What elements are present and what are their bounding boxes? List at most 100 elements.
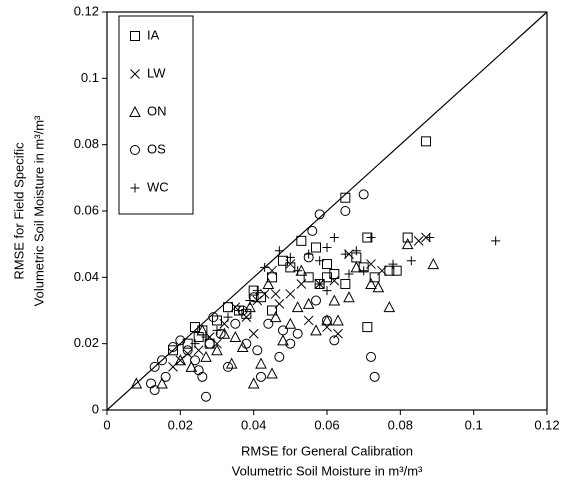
point <box>421 136 431 147</box>
point <box>303 272 314 283</box>
point <box>307 225 318 236</box>
point <box>285 252 295 262</box>
point <box>149 385 160 396</box>
point <box>244 301 256 313</box>
point <box>359 266 369 276</box>
point <box>391 265 402 276</box>
point <box>292 328 303 339</box>
point <box>377 265 387 276</box>
point <box>285 289 296 299</box>
point <box>315 256 325 266</box>
point <box>146 378 156 389</box>
point <box>256 371 266 382</box>
point <box>401 238 414 250</box>
y-tick-label: 0.08 <box>74 136 99 151</box>
x-tick-label: 0.08 <box>388 417 413 432</box>
x-tick-label: 0.06 <box>314 417 339 432</box>
point <box>296 279 307 289</box>
point <box>315 279 325 289</box>
legend-label: IA <box>147 27 160 42</box>
point <box>201 391 211 402</box>
point <box>329 275 340 286</box>
point <box>223 361 233 372</box>
legend-marker <box>130 31 140 41</box>
y-tick-label: 0.04 <box>74 269 99 284</box>
point <box>219 318 230 329</box>
point <box>248 292 259 303</box>
point <box>278 325 288 336</box>
point <box>322 286 332 296</box>
point <box>328 294 341 306</box>
point <box>304 249 314 259</box>
point <box>200 350 212 362</box>
point <box>255 357 267 369</box>
point <box>296 235 307 246</box>
x-tick-label: 0.12 <box>534 417 559 432</box>
point <box>193 345 204 356</box>
one-to-one-line <box>106 11 548 411</box>
point <box>291 301 304 313</box>
point <box>358 189 369 200</box>
point <box>333 328 343 339</box>
point <box>262 277 275 289</box>
point <box>190 339 200 349</box>
point <box>241 312 252 322</box>
point <box>196 324 209 336</box>
point <box>266 367 278 379</box>
x-tick-label: 0.04 <box>241 417 266 432</box>
point <box>190 322 200 333</box>
point <box>332 314 344 326</box>
y-tick-label: 0.06 <box>74 202 99 217</box>
y-tick-label: 0.02 <box>74 335 99 350</box>
point <box>168 341 178 352</box>
point <box>285 262 296 273</box>
point <box>340 278 351 289</box>
point <box>366 259 376 269</box>
x-tick-label: 0.1 <box>465 417 483 432</box>
point <box>384 265 395 276</box>
point <box>270 289 281 299</box>
point <box>260 262 270 272</box>
point <box>208 312 219 323</box>
point <box>201 332 211 342</box>
point <box>252 286 262 296</box>
point <box>285 259 296 269</box>
point <box>383 301 396 313</box>
point <box>427 257 440 270</box>
point <box>174 354 187 366</box>
point <box>343 291 355 303</box>
point <box>372 281 385 293</box>
point <box>329 233 339 243</box>
point <box>413 235 424 246</box>
point <box>149 361 160 372</box>
point <box>269 311 282 323</box>
point <box>245 296 255 306</box>
point <box>234 306 244 315</box>
point <box>263 318 274 329</box>
point <box>247 377 260 389</box>
point <box>302 297 315 309</box>
point <box>241 338 252 349</box>
point <box>218 327 231 339</box>
point <box>160 371 171 382</box>
point <box>256 292 266 303</box>
y-tick-label: 0 <box>92 401 99 416</box>
x-axis-label: Volumetric Soil Moisture in m³/m³ <box>232 463 423 478</box>
point <box>197 371 208 382</box>
point <box>340 249 350 259</box>
point <box>311 242 321 253</box>
point <box>340 206 351 216</box>
point <box>350 261 363 273</box>
point <box>366 233 376 243</box>
legend-label: OS <box>147 141 166 156</box>
point <box>366 351 376 362</box>
point <box>274 351 285 362</box>
point <box>267 305 277 316</box>
point <box>223 302 233 313</box>
y-tick-label: 0.12 <box>74 3 99 18</box>
point <box>284 317 297 329</box>
point <box>274 299 285 309</box>
point <box>322 315 332 326</box>
